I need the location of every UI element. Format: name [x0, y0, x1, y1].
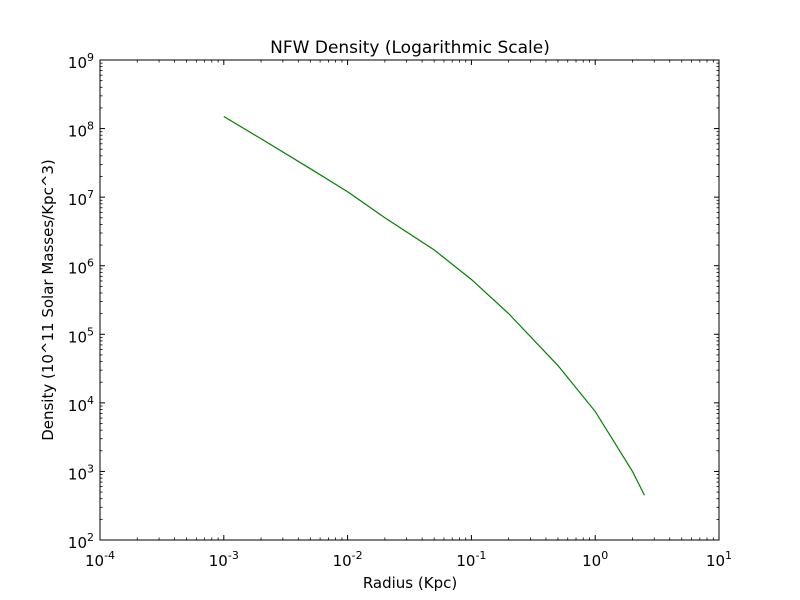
- x-tick-label: 10-3: [209, 549, 239, 570]
- series-line-0: [223, 115, 645, 496]
- chart-title: NFW Density (Logarithmic Scale): [270, 38, 550, 58]
- y-tick-label: 103: [68, 462, 94, 483]
- x-tick-label: 10-4: [85, 549, 115, 570]
- x-tick-label: 100: [582, 549, 608, 570]
- y-tick-label: 106: [68, 257, 94, 278]
- y-axis-label: Density (10^11 Solar Masses/Kpc^3): [39, 159, 57, 441]
- y-tick-label: 102: [68, 531, 94, 552]
- x-tick-label: 10-1: [456, 549, 486, 570]
- y-tick-label: 105: [68, 325, 94, 346]
- y-tick-label: 108: [68, 120, 94, 141]
- plot-area: 10-4 10-3 10-2 10-1 100 101 102 103 104 105 106 107…: [68, 51, 732, 570]
- x-tick-label: 101: [706, 549, 732, 570]
- x-tick-label: 10-2: [333, 549, 363, 570]
- y-tick-label: 104: [68, 394, 94, 415]
- y-tick-label: 109: [68, 51, 94, 72]
- y-tick-label: 107: [68, 188, 94, 209]
- axes-frame: [99, 59, 720, 541]
- x-axis-label: Radius (Kpc): [363, 574, 457, 592]
